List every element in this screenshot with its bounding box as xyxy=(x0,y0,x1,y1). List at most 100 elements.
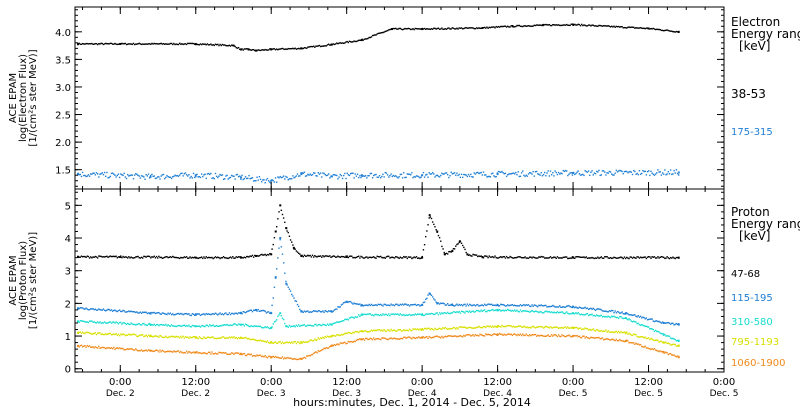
data-point xyxy=(673,169,675,172)
data-point xyxy=(384,313,387,316)
data-point xyxy=(332,334,335,336)
data-point xyxy=(614,316,616,318)
data-point xyxy=(540,255,542,258)
data-point xyxy=(108,255,110,258)
data-point xyxy=(162,350,165,352)
data-point xyxy=(446,335,449,337)
data-point xyxy=(676,173,679,175)
data-point xyxy=(351,332,353,335)
data-point xyxy=(597,315,599,317)
data-point xyxy=(557,334,560,336)
data-point xyxy=(368,174,370,177)
data-point xyxy=(116,174,118,177)
data-point xyxy=(149,312,152,315)
data-point xyxy=(420,304,422,307)
data-point xyxy=(81,320,84,323)
data-point xyxy=(584,256,586,259)
data-point xyxy=(107,43,109,45)
data-point xyxy=(90,256,92,258)
data-point xyxy=(322,45,324,47)
data-point xyxy=(101,333,103,335)
data-point xyxy=(360,313,363,316)
data-point xyxy=(311,340,314,342)
data-point xyxy=(340,320,343,323)
data-point xyxy=(376,314,378,316)
data-point xyxy=(370,338,373,340)
data-point xyxy=(206,336,209,339)
data-point xyxy=(264,354,266,357)
data-point xyxy=(362,305,365,307)
data-point xyxy=(596,314,598,316)
data-point xyxy=(273,286,276,288)
data-point xyxy=(166,313,168,316)
data-point xyxy=(299,308,301,311)
data-point xyxy=(659,340,661,343)
data-point xyxy=(518,175,521,178)
data-point xyxy=(278,247,280,249)
data-point xyxy=(660,332,663,335)
data-point xyxy=(574,173,576,176)
data-point xyxy=(429,28,432,31)
data-point xyxy=(413,175,415,178)
data-point xyxy=(457,28,459,30)
data-point xyxy=(435,328,437,331)
data-point xyxy=(239,175,241,177)
data-point xyxy=(496,333,499,336)
data-point xyxy=(619,312,621,314)
data-point xyxy=(502,256,504,258)
data-point xyxy=(405,28,407,30)
data-point xyxy=(162,336,165,339)
data-point xyxy=(128,348,130,350)
data-point xyxy=(642,169,644,172)
data-point xyxy=(572,23,575,26)
data-point xyxy=(431,171,434,174)
data-point xyxy=(309,339,311,341)
data-point xyxy=(242,337,244,339)
data-point xyxy=(594,337,597,339)
data-point xyxy=(560,24,562,27)
data-point xyxy=(646,326,649,328)
data-point xyxy=(643,346,645,348)
data-point xyxy=(555,312,557,314)
data-point xyxy=(122,322,124,324)
data-point xyxy=(579,314,582,316)
data-point xyxy=(580,328,583,331)
data-point xyxy=(497,25,500,28)
data-point xyxy=(129,257,131,259)
data-point xyxy=(519,256,522,258)
data-point xyxy=(292,246,295,249)
data-point xyxy=(189,325,191,328)
data-point xyxy=(119,255,122,258)
data-point xyxy=(274,230,277,233)
data-point xyxy=(434,226,436,228)
data-point xyxy=(278,341,280,343)
data-point xyxy=(386,255,389,258)
data-point xyxy=(650,170,652,173)
data-point xyxy=(503,256,505,258)
data-point xyxy=(601,257,604,259)
data-point xyxy=(311,254,314,257)
data-point xyxy=(87,309,90,311)
data-point xyxy=(550,327,553,329)
data-point xyxy=(664,352,666,354)
data-point xyxy=(627,257,629,259)
data-point xyxy=(495,309,497,311)
data-point xyxy=(403,336,405,339)
data-point xyxy=(316,45,318,47)
data-point xyxy=(267,327,270,329)
data-point xyxy=(473,311,475,313)
data-point xyxy=(140,334,143,336)
data-point xyxy=(314,46,316,48)
data-point xyxy=(505,26,508,28)
data-point xyxy=(553,311,555,313)
data-point xyxy=(259,310,262,312)
data-point xyxy=(287,326,289,328)
data-point xyxy=(540,334,542,337)
data-point xyxy=(492,304,494,306)
data-point xyxy=(212,336,214,338)
data-point xyxy=(144,324,146,326)
data-point xyxy=(228,353,231,355)
data-point xyxy=(239,48,241,51)
data-point xyxy=(428,313,430,315)
data-point xyxy=(658,331,660,333)
